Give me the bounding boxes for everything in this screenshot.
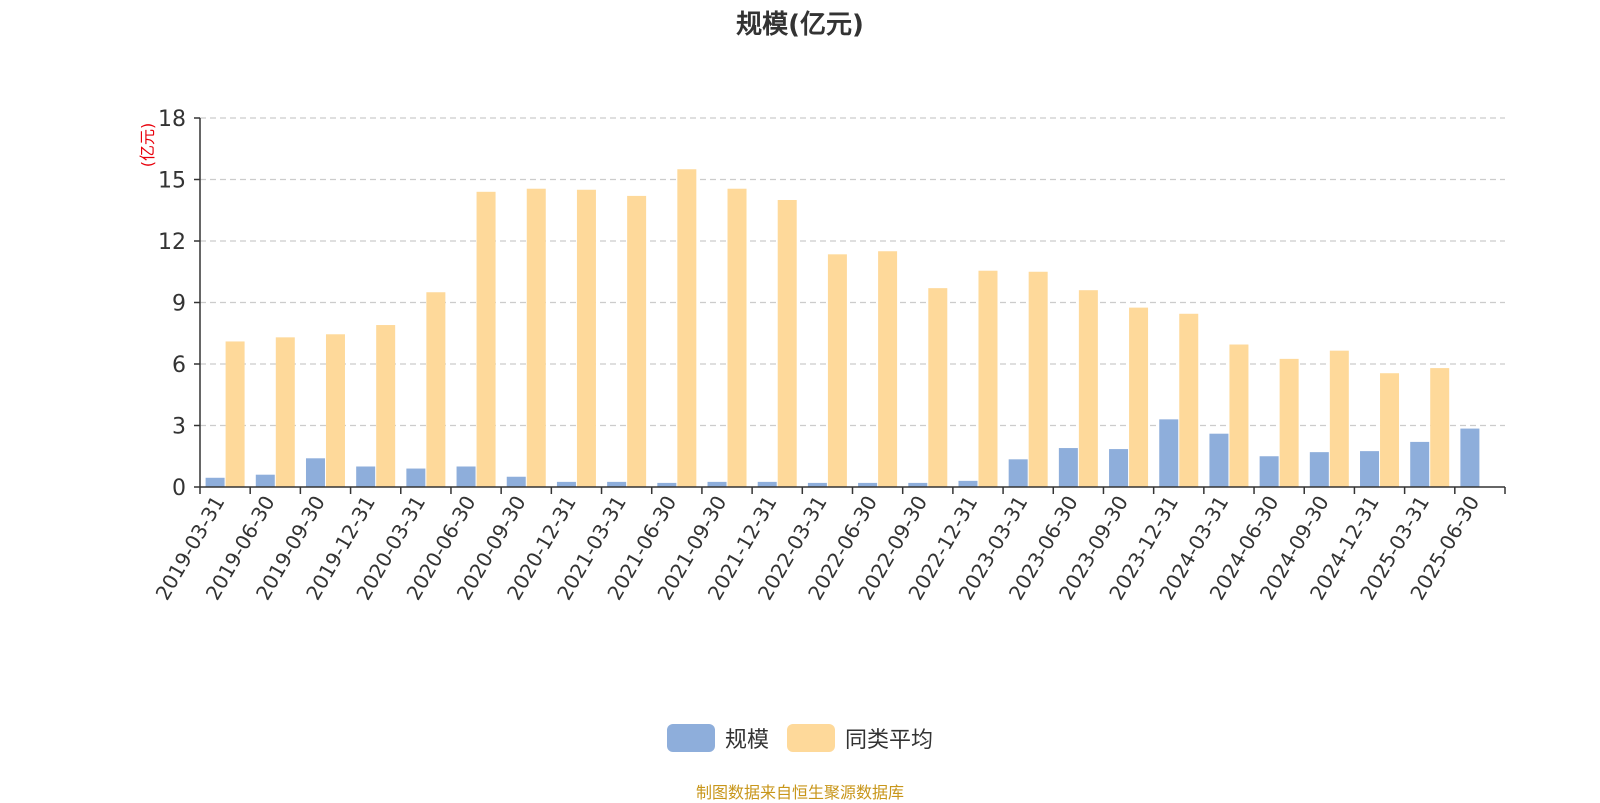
bar-scale xyxy=(1159,419,1179,487)
bar-scale xyxy=(1259,456,1279,487)
bar-peer-average xyxy=(325,334,345,487)
bar-peer-average xyxy=(275,337,295,487)
bar-peer-average xyxy=(1129,307,1149,487)
bar-scale xyxy=(1360,451,1380,487)
bar-scale xyxy=(205,477,225,487)
bar-scale xyxy=(1109,449,1129,487)
bar-peer-average xyxy=(476,191,496,488)
bar-scale xyxy=(607,481,627,487)
bar-scale xyxy=(1008,459,1028,487)
bar-peer-average xyxy=(1380,373,1400,487)
bar-scale xyxy=(506,476,526,487)
y-tick-label: 9 xyxy=(172,292,186,317)
bar-peer-average xyxy=(627,195,647,487)
y-tick-label: 18 xyxy=(158,107,186,132)
bar-peer-average xyxy=(677,169,697,487)
bar-peer-average xyxy=(376,325,396,487)
bar-scale xyxy=(255,474,275,487)
bar-peer-average xyxy=(777,200,797,487)
bar-scale xyxy=(456,466,476,487)
legend-swatch-scale xyxy=(666,724,715,752)
source-note: 制图数据来自恒生聚源数据库 xyxy=(695,783,904,802)
bar-peer-average xyxy=(1179,313,1199,487)
bar-peer-average xyxy=(225,341,245,487)
bar-peer-average xyxy=(1028,271,1048,487)
legend-label-peer-average: 同类平均 xyxy=(845,728,934,753)
bar-scale xyxy=(1410,441,1430,487)
bar-peer-average xyxy=(1329,350,1349,487)
bar-peer-average xyxy=(827,254,847,487)
bar-scale xyxy=(807,482,827,487)
bar-scale xyxy=(858,482,878,487)
bar-peer-average xyxy=(1279,358,1299,487)
bar-scale xyxy=(908,482,928,487)
bar-scale xyxy=(556,481,576,487)
bar-peer-average xyxy=(1229,344,1249,487)
bar-scale xyxy=(1460,428,1480,487)
bar-peer-average xyxy=(426,292,446,487)
bar-scale xyxy=(1209,433,1229,487)
y-tick-label: 0 xyxy=(172,476,186,501)
bar-peer-average xyxy=(1078,290,1098,487)
bar-scale xyxy=(356,466,376,487)
bar-scale xyxy=(1058,448,1078,487)
bar-scale xyxy=(657,482,677,487)
legend-item-peer-average[interactable]: 同类平均 xyxy=(787,722,933,754)
y-tick-label: 6 xyxy=(172,353,186,378)
bar-peer-average xyxy=(878,251,898,487)
bar-scale xyxy=(406,468,426,487)
bar-peer-average xyxy=(978,270,998,487)
legend-item-scale[interactable]: 规模 xyxy=(666,722,769,754)
chart-title: 规模(亿元) xyxy=(736,10,864,40)
bar-peer-average xyxy=(928,288,948,487)
bar-peer-average xyxy=(1430,368,1450,487)
bar-scale xyxy=(1309,452,1329,487)
legend-swatch-peer-average xyxy=(787,724,835,752)
y-tick-label: 15 xyxy=(158,169,186,194)
bar-peer-average xyxy=(576,189,596,487)
bar-scale xyxy=(305,458,325,487)
bar-peer-average xyxy=(727,188,747,487)
bar-peer-average xyxy=(526,188,546,487)
bar-scale xyxy=(958,480,978,487)
legend: 规模 同类平均 xyxy=(0,722,1600,754)
y-tick-label: 3 xyxy=(172,415,186,440)
y-tick-label: 12 xyxy=(158,230,186,255)
bar-scale xyxy=(757,481,777,487)
bar-scale xyxy=(707,481,727,487)
legend-label-scale: 规模 xyxy=(724,728,769,753)
